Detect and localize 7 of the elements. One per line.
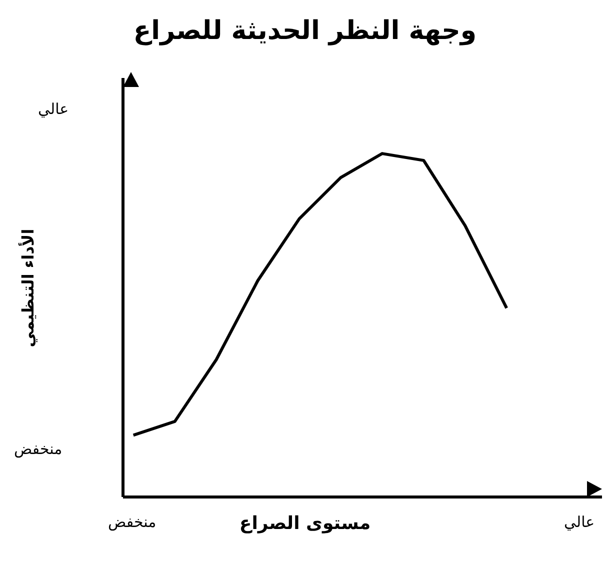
text: عالي (38, 100, 69, 118)
text: منخفض (108, 513, 156, 531)
chart-title: وجهة النظر الحديثة للصراع (132, 16, 478, 46)
x-axis-title: مستوى الصراع (239, 513, 371, 534)
text: منخفض (14, 440, 62, 458)
text: عالي (564, 513, 595, 531)
y-axis-title: الأداء التنظيمي (18, 228, 38, 348)
